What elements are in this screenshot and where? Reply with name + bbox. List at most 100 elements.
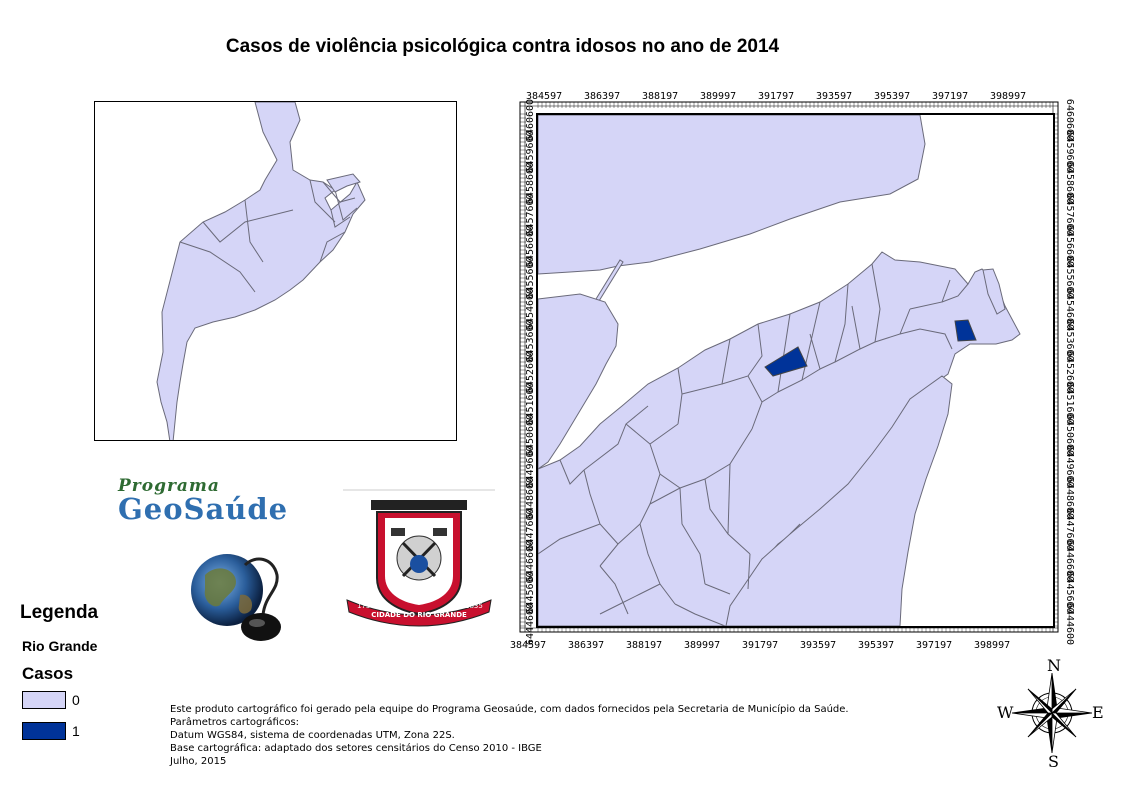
inset-upper-island: [326, 173, 361, 193]
x-tick-label: 393597: [816, 91, 852, 102]
inset-sector-line: [322, 181, 356, 203]
x-tick-label: 391797: [742, 640, 778, 651]
y-tick-label: 6445600: [525, 571, 536, 613]
southeast-island: [725, 375, 953, 626]
seal-year-right: 1835: [465, 602, 483, 610]
compass-w: W: [997, 703, 1014, 722]
y-tick-label: 6452600: [1064, 351, 1075, 393]
y-tick-label: 6457600: [1064, 193, 1075, 235]
credits-line: Julho, 2015: [170, 756, 227, 767]
y-tick-labels-right: 6444600644560064466006447600644860064496…: [1064, 99, 1075, 645]
geosaude-logo-line2: GeoSaúde: [118, 492, 289, 526]
main-map-svg: 384597 386397 388197 389997 391797 39359…: [510, 91, 1075, 651]
y-tick-label: 6459600: [525, 130, 536, 172]
inset-sector-line: [179, 241, 256, 293]
y-tick-label: 6452600: [525, 351, 536, 393]
y-tick-label: 6450600: [1064, 414, 1075, 456]
y-tick-label: 6445600: [1064, 571, 1075, 613]
credits-block: Este produto cartográfico foi gerado pel…: [170, 703, 849, 768]
y-tick-label: 6459600: [1064, 130, 1075, 172]
x-tick-label: 388197: [626, 640, 662, 651]
map-title: Casos de violência psicológica contra id…: [225, 36, 780, 57]
sector-cases-1[interactable]: [954, 319, 977, 342]
y-tick-label: 6444600: [1064, 603, 1075, 645]
north-arrow-compass-rose-icon: N S E W: [995, 655, 1110, 775]
inset-sector-line: [334, 189, 358, 221]
city-coat-of-arms-seal: CIDADE DO RIO GRANDE 1737 1835: [343, 488, 495, 633]
y-tick-label: 6447600: [525, 508, 536, 550]
x-tick-label: 398997: [974, 640, 1010, 651]
y-tick-label: 6454600: [525, 288, 536, 330]
sector-boundaries: [538, 263, 969, 626]
x-tick-label: 395397: [874, 91, 910, 102]
x-tick-label: 397197: [916, 640, 952, 651]
y-tick-label: 6460600: [525, 99, 536, 141]
y-tick-label: 6453600: [1064, 319, 1075, 361]
y-tick-label: 6447600: [1064, 508, 1075, 550]
credits-line: Base cartográfica: adaptado dos setores …: [170, 743, 542, 754]
y-tick-labels-left: 6444600644560064466006447600644860064496…: [525, 99, 536, 645]
inset-sector-line: [244, 199, 264, 263]
x-tick-label: 393597: [800, 640, 836, 651]
y-tick-label: 6444600: [525, 603, 536, 645]
x-tick-label: 386397: [584, 91, 620, 102]
sector-cases-1[interactable]: [764, 346, 808, 377]
legend-label-0: 0: [72, 692, 80, 708]
y-tick-label: 6455600: [1064, 256, 1075, 298]
compass-e: E: [1092, 703, 1104, 722]
credits-line: Parâmetros cartográficos:: [170, 717, 300, 728]
x-tick-labels-top: 384597 386397 388197 389997 391797 39359…: [526, 91, 1026, 102]
x-tick-label: 389997: [684, 640, 720, 651]
x-tick-label: 391797: [758, 91, 794, 102]
compass-s: S: [1048, 752, 1059, 770]
legend-field-name: Casos: [22, 664, 74, 683]
y-tick-label: 6456600: [525, 225, 536, 267]
x-tick-label: 398997: [990, 91, 1026, 102]
y-tick-label: 6455600: [525, 256, 536, 298]
compass-n: N: [1047, 656, 1061, 675]
x-tick-label: 388197: [642, 91, 678, 102]
seal-ribbon-text: CIDADE DO RIO GRANDE: [371, 611, 467, 619]
inset-sector-line: [202, 209, 294, 243]
legend-label-1: 1: [72, 723, 80, 739]
inset-sector-line: [319, 231, 346, 263]
small-island: [982, 268, 1006, 315]
y-tick-label: 6460600: [1064, 99, 1075, 141]
y-tick-label: 6456600: [1064, 225, 1075, 267]
x-tick-label: 395397: [858, 640, 894, 651]
credits-line: Datum WGS84, sistema de coordenadas UTM,…: [170, 730, 455, 741]
y-tick-label: 6451600: [525, 382, 536, 424]
credits-line: Este produto cartográfico foi gerado pel…: [170, 704, 849, 715]
y-tick-label: 6448600: [1064, 477, 1075, 519]
seal-year-left: 1737: [357, 602, 375, 610]
y-tick-label: 6448600: [525, 477, 536, 519]
y-tick-label: 6457600: [525, 193, 536, 235]
inset-sector-line: [309, 179, 336, 223]
x-tick-label: 384597: [526, 91, 562, 102]
y-tick-label: 6449600: [1064, 445, 1075, 487]
inset-map-svg: [156, 102, 366, 440]
geosaude-logo-line1: Programa: [118, 476, 220, 496]
y-tick-label: 6446600: [1064, 540, 1075, 582]
y-tick-label: 6449600: [525, 445, 536, 487]
y-tick-label: 6454600: [1064, 288, 1075, 330]
y-tick-label: 6453600: [525, 319, 536, 361]
x-tick-label: 397197: [932, 91, 968, 102]
y-tick-label: 6446600: [525, 540, 536, 582]
legend-swatch-1: [22, 722, 66, 740]
inset-municipality-shape: [156, 102, 366, 440]
legend-layer-name: Rio Grande: [22, 638, 98, 654]
main-map: 384597 386397 388197 389997 391797 39359…: [500, 84, 1080, 662]
x-tick-label: 386397: [568, 640, 604, 651]
y-tick-label: 6458600: [1064, 162, 1075, 204]
legend-title: Legenda: [20, 602, 99, 623]
inset-overview-map: [94, 101, 457, 441]
north-landmass: [538, 115, 926, 275]
y-tick-label: 6451600: [1064, 382, 1075, 424]
x-tick-labels-bottom: 384597 386397 388197 389997 391797 39359…: [510, 640, 1010, 651]
y-tick-label: 6458600: [525, 162, 536, 204]
y-tick-label: 6450600: [525, 414, 536, 456]
globe-mouse-icon: [185, 535, 285, 655]
inset-sector-line: [330, 209, 351, 228]
west-landmass: [538, 293, 619, 470]
